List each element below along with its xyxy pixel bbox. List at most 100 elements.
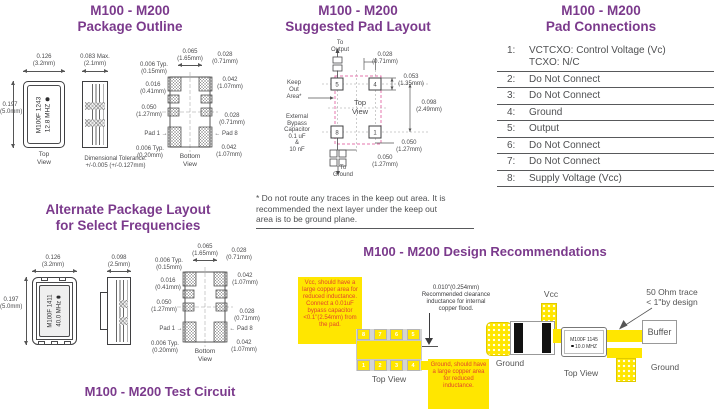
bv-caption: Bottom View [179, 153, 201, 168]
pl-dim-053: 0.053 (1.35mm) [398, 74, 424, 87]
alt-side-view-drawing [107, 277, 131, 345]
pad-connection-row: 5: Output [497, 121, 714, 138]
castellation-tab [38, 341, 45, 345]
pad-row-bottom [356, 360, 422, 371]
bypass-capacitor-symbol [329, 138, 347, 171]
po-top-view-inner: M100F 1243 12.8 MHZ [27, 85, 61, 144]
bv-dim-bottom-right: 0.042 (1.07mm) [231, 340, 257, 353]
alt-top-view-inner [36, 282, 73, 340]
bv-dim-top-right: 0.028 (0.71mm) [226, 248, 252, 261]
bv-dim-left2: 0.050 (1.27mm) [151, 300, 177, 313]
po-side-dim: 0.083 Max. (2.1mm) [80, 54, 110, 67]
dr-top-view-label: Top View [371, 374, 407, 384]
po-width-arrow [23, 69, 65, 73]
po-tolerance-note: Dimensional Tolerance: +/-0.005 (+/-0.127… [84, 156, 147, 169]
vcc-callout: Vcc, should have a large copper area for… [298, 277, 362, 344]
alternate-layout-title: Alternate Package Layout for Select Freq… [45, 202, 211, 233]
pad-number: 7: [507, 156, 516, 167]
pad-1: 1 [357, 360, 370, 371]
bv-dim-top-left: 0.006 Typ. (0.15mm) [155, 258, 183, 271]
pad-connection-row: 2: Do Not Connect [497, 72, 714, 88]
bv-dim-top: 0.065 (1.65mm) [177, 49, 203, 62]
chip-marking: M100F 1145 10.0 MHZ [564, 330, 604, 354]
bv-dim-left1: 0.016 (0.41mm) [140, 82, 166, 95]
pad-function: Do Not Connect [529, 139, 601, 151]
po-side-view-drawing [82, 81, 108, 148]
bv-dim-top-arrow [178, 63, 202, 67]
bypass-capacitor [510, 321, 555, 355]
side-view-hatch-band [85, 119, 105, 127]
castellation-tab [64, 341, 71, 345]
bv-dim-top-right: 0.028 (0.71mm) [212, 52, 238, 65]
arrowhead [390, 86, 394, 90]
po-bottom-view-drawing [162, 72, 218, 152]
pad-function: Do Not Connect [529, 90, 601, 101]
trace-to-ground-pad [607, 348, 642, 358]
keep-out-label: Keep Out Area* [286, 80, 302, 100]
ground-pad-left [486, 322, 512, 356]
bv-dim-top: 0.065 (1.65mm) [192, 244, 218, 257]
pad-number-5: 5 [335, 83, 339, 89]
ground-callout: Ground, should have a large copper area … [428, 359, 489, 409]
bv-dim-top-left: 0.006 Typ. (0.15mm) [140, 62, 168, 75]
clearance-arrow-bar [421, 346, 438, 347]
po-height-dim: 0.197 (5.0mm) [0, 102, 23, 115]
pl-dim-098: 0.098 (2.49mm) [416, 100, 442, 113]
pad-number-8: 8 [335, 131, 339, 137]
arrowhead [390, 78, 394, 82]
pl-dim-050-right: 0.050 (1.27mm) [396, 140, 422, 153]
up-arrowhead [335, 48, 340, 53]
pad-5: 5 [406, 329, 420, 340]
down-arrowhead [425, 338, 433, 345]
chip-body [356, 340, 422, 360]
pad-number: 2: [507, 73, 516, 85]
down-arrowhead [336, 171, 340, 176]
castellation-tab [51, 341, 58, 345]
bv-dim-top-arrow [193, 258, 217, 262]
alt-height-arrow [24, 277, 28, 345]
alt-height-dim: 0.197 (5.0mm) [0, 297, 23, 310]
bv-dim-right2: 0.028 (0.71mm) [219, 113, 245, 126]
pad-number: 5: [507, 123, 516, 134]
pad-connections-title: M100 - M200 Pad Connections [545, 3, 657, 34]
po-height-arrow [11, 81, 15, 148]
arrowhead [408, 128, 412, 132]
buffer-box: Buffer [642, 320, 677, 344]
pl-dim-050-bottom: 0.050 (1.27mm) [372, 155, 398, 168]
clearance-note: 0.010"(0.254mm) Recommended clearance in… [421, 285, 491, 312]
pad-2: 2 [373, 360, 387, 371]
pad-3: 3 [390, 360, 403, 371]
dr-top-view2-label: Top View [563, 368, 599, 378]
pad-number: 8: [507, 172, 516, 184]
to-output-label: To Output [330, 40, 349, 53]
pl-dim-028: 0.028 (0.71mm) [372, 52, 398, 65]
side-view-lines [92, 84, 105, 145]
side-view-hatch-band [119, 317, 128, 325]
bv-dim-bottom-right: 0.042 (1.07mm) [216, 145, 242, 158]
pad-4: 4 [406, 360, 420, 371]
side-view-hatch-band [119, 300, 128, 308]
castellation-tab [41, 277, 48, 281]
bv-dim-left2: 0.050 (1.27mm) [136, 105, 162, 118]
bv-dim-bottom-left: 0.006 Typ. (0.20mm) [151, 341, 179, 354]
pad-function: Supply Voltage (Vcc) [529, 172, 622, 184]
pl-top-view-label: Top View [351, 98, 369, 116]
fiducial-dot [56, 295, 60, 299]
po-top-view-drawing: M100F 1243 12.8 MHZ [23, 81, 65, 148]
pad-connection-row: 3: Do Not Connect [497, 88, 714, 105]
trace-chip-to-buffer [607, 330, 642, 342]
po-chip-marking: M100F 1243 12.8 MHZ [35, 96, 52, 133]
alt-side-dim: 0.098 (2.5mm) [107, 255, 131, 268]
pad-connection-row: 6: Do Not Connect [497, 138, 714, 154]
solder-pads [167, 76, 213, 148]
dimension-lines [337, 58, 411, 151]
pad-8: 8 [357, 329, 370, 340]
capacitor-terminal [514, 323, 523, 353]
bv-dim-right2: 0.028 (0.71mm) [234, 309, 260, 322]
alt-chip-area: M100F 1411 40.0 MHz [39, 285, 70, 337]
trace-cap-to-chip [553, 329, 563, 343]
right-arrowhead [330, 96, 334, 100]
pad-function: Ground [529, 106, 563, 118]
vcc-label: Vcc [543, 289, 559, 299]
